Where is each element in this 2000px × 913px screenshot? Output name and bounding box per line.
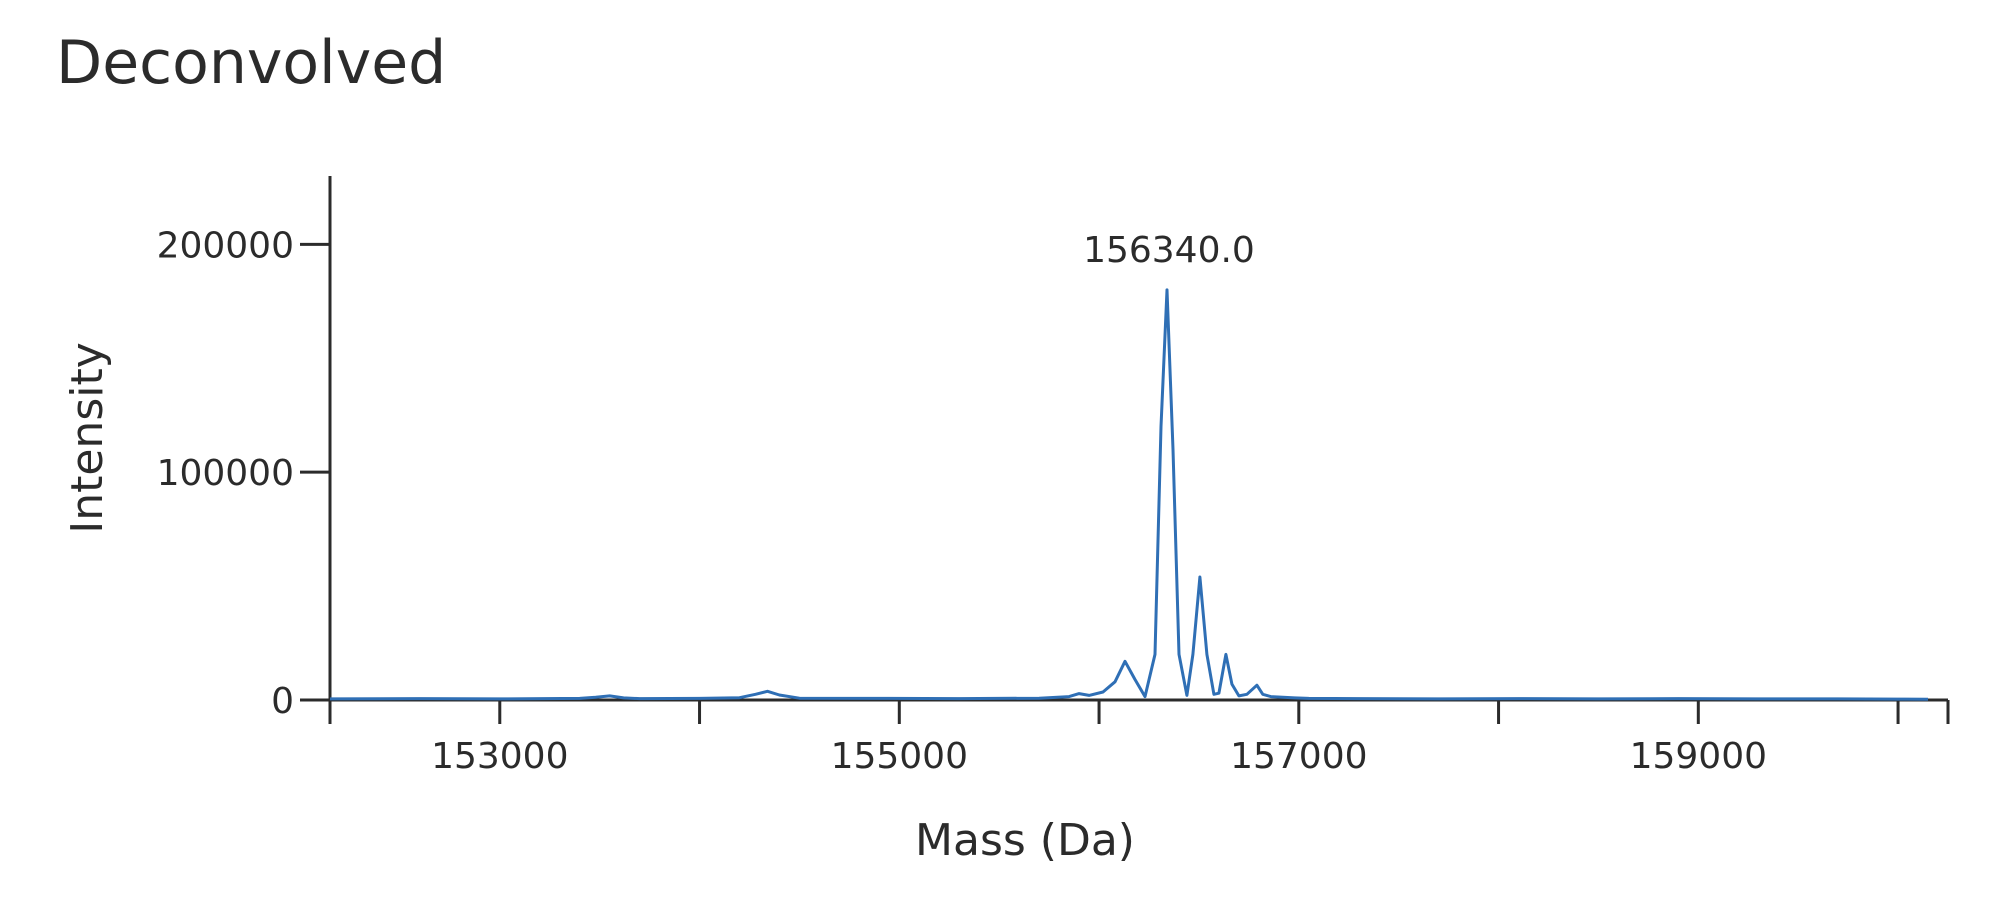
y-axis-title: Intensity — [62, 342, 113, 534]
peak-label: 156340.0 — [1083, 230, 1255, 271]
tick-marks — [300, 242, 1950, 724]
y-tick-label: 0 — [271, 681, 294, 722]
x-tick-label: 159000 — [1630, 736, 1767, 777]
chart-title: Deconvolved — [56, 28, 447, 98]
spectrum-line — [329, 288, 1929, 701]
x-axis-title: Mass (Da) — [915, 815, 1135, 866]
y-tick-label: 100000 — [157, 453, 294, 494]
x-tick-label: 153000 — [431, 736, 568, 777]
y-tick-label: 200000 — [157, 225, 294, 266]
x-tick-label: 155000 — [831, 736, 968, 777]
labels-group: 153000 155000 157000 159000 0 100000 200000 156… — [157, 225, 1767, 777]
x-tick-label: 157000 — [1230, 736, 1367, 777]
series-group — [329, 288, 1929, 701]
